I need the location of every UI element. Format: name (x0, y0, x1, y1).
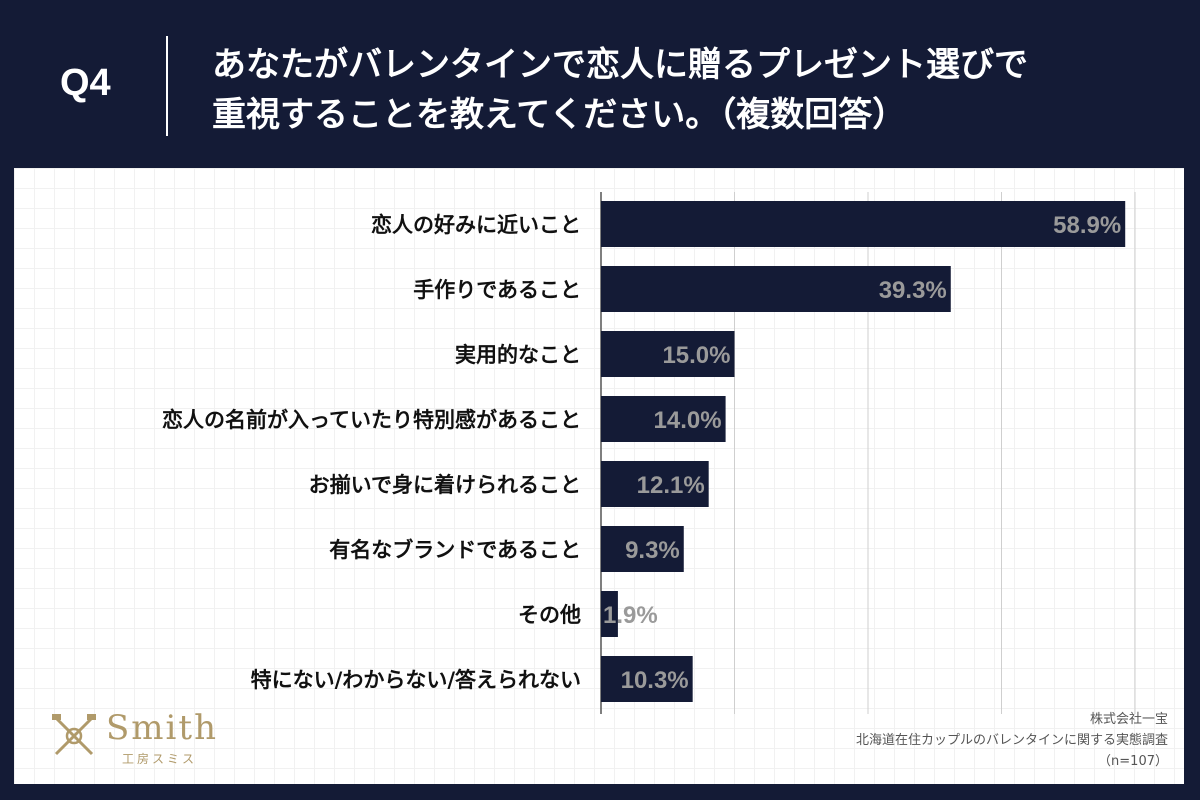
smith-logo: Smith 工房スミス (48, 708, 248, 768)
bar-chart: 恋人の好みに近いこと 58.9% 手作りであること 39.3% 実用的なこと 15.0% 恋… (162, 192, 1136, 714)
value-label: 14.0% (654, 407, 722, 434)
chart-panel: 恋人の好みに近いこと 58.9% 手作りであること 39.3% 実用的なこと 15.0% 恋… (14, 168, 1184, 784)
header: Q4 あなたがバレンタインで恋人に贈るプレゼント選びで 重視することを教えてくだ… (0, 0, 1200, 168)
bar (601, 526, 684, 572)
bar (601, 266, 951, 312)
header-divider (166, 36, 168, 136)
bar (601, 591, 618, 637)
category-label: 恋人の名前が入っていたり特別感があること (162, 408, 581, 432)
bar (601, 461, 709, 507)
category-label: その他 (518, 603, 581, 627)
bar (601, 201, 1126, 247)
logo-subtitle: 工房スミス (122, 752, 198, 766)
value-label: 9.3% (625, 537, 680, 564)
value-label: 15.0% (662, 342, 730, 369)
logo-wordmark: Smith (106, 708, 218, 748)
survey-name: 北海道在住カップルのバレンタインに関する実態調査 (855, 733, 1168, 748)
crossed-tools-icon (52, 714, 96, 756)
sample-size: （n=107） (1098, 754, 1168, 769)
category-label: 特にない/わからない/答えられない (251, 668, 581, 692)
question-title: あなたがバレンタインで恋人に贈るプレゼント選びで 重視することを教えてください。… (212, 45, 1028, 135)
bar (601, 396, 726, 442)
question-number: Q4 (60, 62, 111, 104)
category-label: 実用的なこと (455, 343, 581, 367)
footer-credit: 株式会社一宝 北海道在住カップルのバレンタインに関する実態調査 （n=107） (856, 709, 1168, 772)
category-label: 恋人の好みに近いこと (371, 213, 581, 237)
value-label: 39.3% (879, 277, 947, 304)
category-label: 手作りであること (413, 278, 581, 302)
category-label: お揃いで身に着けられること (309, 473, 581, 497)
value-label: 58.9% (1053, 212, 1121, 239)
company-name: 株式会社一宝 (1089, 712, 1168, 727)
value-label: 12.1% (637, 472, 705, 499)
bar (601, 656, 693, 702)
value-label: 1.9% (603, 602, 658, 629)
bar (601, 331, 735, 377)
category-label: 有名なブランドであること (329, 538, 581, 562)
value-label: 10.3% (621, 667, 689, 694)
